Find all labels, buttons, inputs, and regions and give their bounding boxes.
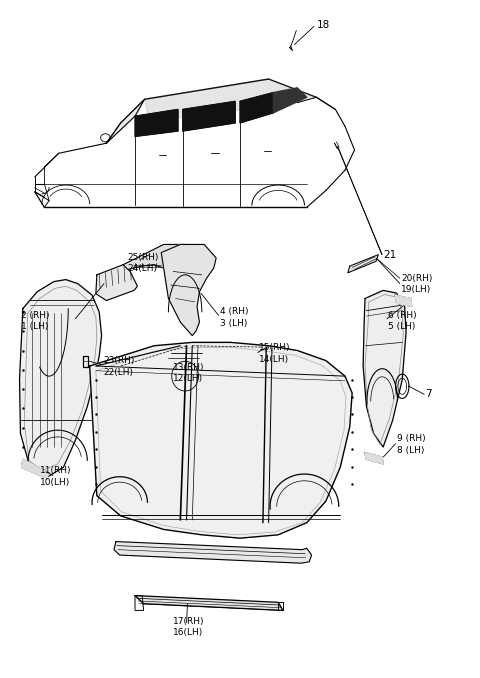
Text: 3 (LH): 3 (LH) <box>220 319 247 328</box>
Polygon shape <box>114 542 312 563</box>
Text: 19(LH): 19(LH) <box>401 285 432 294</box>
Polygon shape <box>20 279 102 477</box>
Text: 24(LH): 24(LH) <box>128 264 158 273</box>
Text: 9 (RH): 9 (RH) <box>396 435 425 443</box>
Polygon shape <box>348 255 378 273</box>
Polygon shape <box>123 245 199 275</box>
Polygon shape <box>161 245 216 336</box>
Text: 14(LH): 14(LH) <box>259 355 289 364</box>
Text: 10(LH): 10(LH) <box>39 477 70 487</box>
Text: 7: 7 <box>425 389 432 399</box>
Polygon shape <box>144 79 316 121</box>
Polygon shape <box>183 101 235 131</box>
Polygon shape <box>395 295 412 306</box>
Polygon shape <box>135 109 178 136</box>
Text: 18: 18 <box>316 20 330 30</box>
Text: 12(LH): 12(LH) <box>173 374 204 383</box>
Text: 22(LH): 22(LH) <box>103 367 133 376</box>
Text: 25(RH): 25(RH) <box>128 254 159 262</box>
Text: 13(RH): 13(RH) <box>173 363 204 372</box>
Text: 23(RH): 23(RH) <box>103 356 134 365</box>
Polygon shape <box>365 452 383 464</box>
Text: 16(LH): 16(LH) <box>173 629 204 637</box>
Polygon shape <box>22 459 48 479</box>
Text: 11(RH): 11(RH) <box>39 466 71 475</box>
Text: 20(RH): 20(RH) <box>401 274 432 283</box>
Text: 4 (RH): 4 (RH) <box>220 308 249 317</box>
Text: 1 (LH): 1 (LH) <box>22 322 49 332</box>
Polygon shape <box>90 342 352 538</box>
Text: 15(RH): 15(RH) <box>259 343 290 353</box>
Polygon shape <box>363 290 406 447</box>
Text: 5 (LH): 5 (LH) <box>388 322 415 332</box>
Text: 21: 21 <box>383 250 396 260</box>
Polygon shape <box>107 99 144 143</box>
Text: 6 (RH): 6 (RH) <box>388 311 417 320</box>
Text: 2 (RH): 2 (RH) <box>22 311 50 320</box>
Polygon shape <box>135 595 283 610</box>
Text: 8 (LH): 8 (LH) <box>396 446 424 455</box>
Polygon shape <box>96 264 137 300</box>
Text: 17(RH): 17(RH) <box>173 617 204 626</box>
Polygon shape <box>240 92 274 123</box>
Polygon shape <box>274 88 307 113</box>
